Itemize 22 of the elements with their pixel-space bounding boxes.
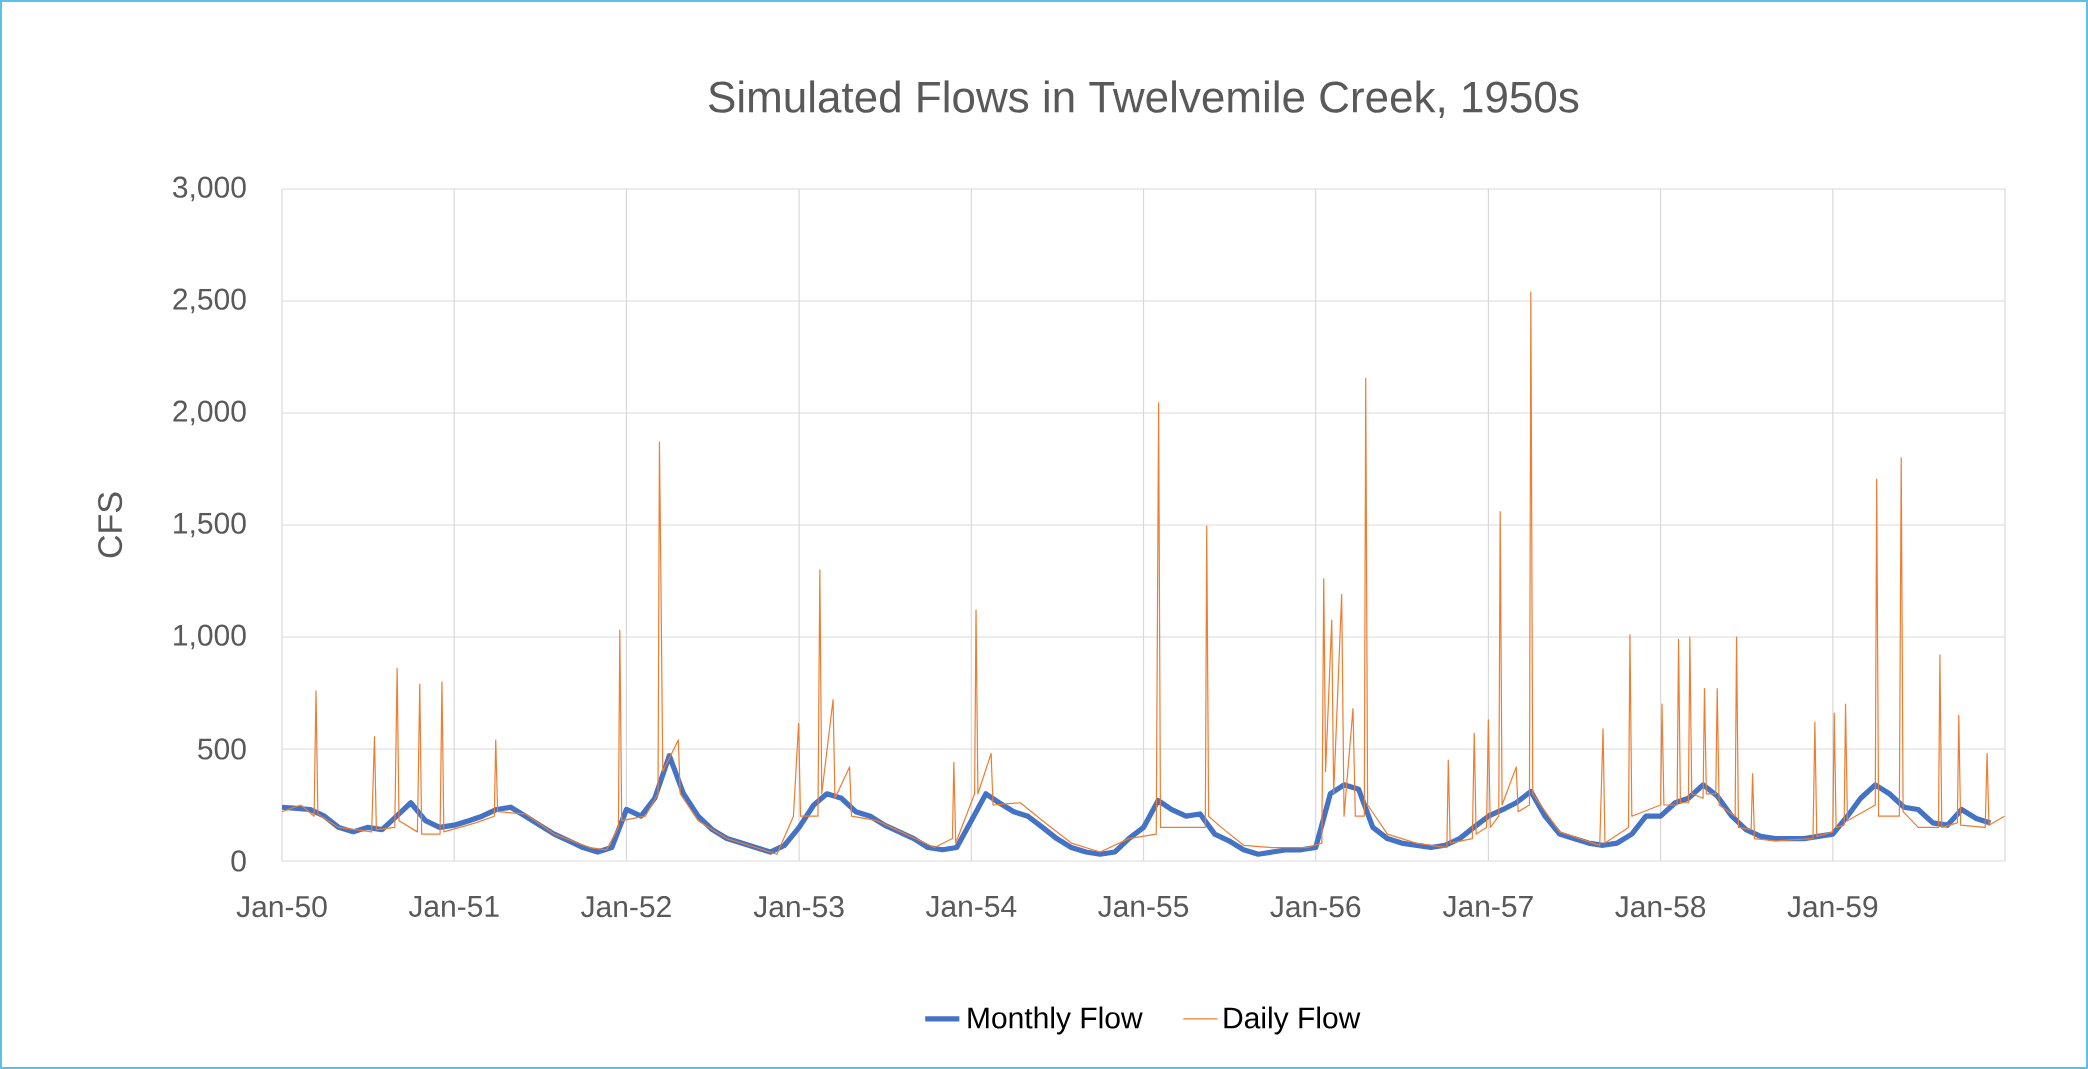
x-tick-label: Jan-52 xyxy=(581,896,671,918)
chart-title: Simulated Flows in Twelvemile Creek, 1950s xyxy=(709,80,1579,118)
y-tick-label: 2,500 xyxy=(173,288,246,314)
x-tick-label: Jan-55 xyxy=(1098,896,1189,917)
x-tick-label: Jan-51 xyxy=(408,896,499,917)
y-tick-label: 1,000 xyxy=(174,624,246,650)
y-tick-label: 2,000 xyxy=(173,400,246,426)
x-tick-label: Jan-53 xyxy=(753,896,844,918)
x-tick-label: Jan-59 xyxy=(1787,896,1878,918)
line-series xyxy=(282,291,2006,855)
x-tick-label: Jan-56 xyxy=(1270,896,1361,918)
legend-label: Daily Flow xyxy=(1224,1006,1361,1035)
y-tick-label: 1,500 xyxy=(174,512,246,538)
y-tick-label: 500 xyxy=(198,738,246,760)
y-tick-label: 3,000 xyxy=(173,176,246,202)
x-tick-label: Jan-50 xyxy=(236,896,327,918)
y-axis-title: CFS xyxy=(98,492,123,558)
x-tick-label: Jan-57 xyxy=(1443,896,1533,917)
y-tick-label: 0 xyxy=(231,850,246,872)
x-tick-label: Jan-58 xyxy=(1615,896,1706,918)
x-tick-label: Jan-54 xyxy=(925,896,1017,917)
legend-label: Monthly Flow xyxy=(968,1006,1143,1035)
